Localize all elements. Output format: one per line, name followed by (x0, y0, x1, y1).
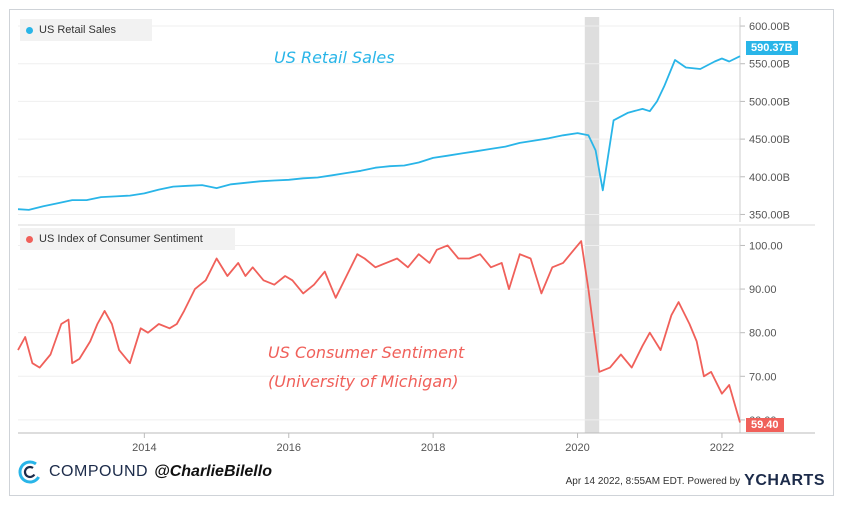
retail-y-tick-label: 550.00B (749, 59, 790, 71)
retail-last-value-badge: 590.37B (746, 41, 798, 55)
legend-dot-retail (26, 26, 33, 34)
x-tick-label: 2022 (710, 442, 734, 454)
chart-frame (9, 9, 834, 496)
retail-annotation: US Retail Sales (274, 48, 395, 67)
ycharts-logo: YCHARTS (744, 472, 825, 489)
legend-retail-sales: US Retail Sales (20, 19, 152, 41)
compound-logo: COMPOUND @CharlieBilello (17, 459, 272, 485)
retail-y-tick-label: 450.00B (749, 134, 790, 146)
sentiment-annotation-line1: US Consumer Sentiment (268, 343, 465, 362)
sentiment-y-tick-label: 70.00 (749, 371, 777, 383)
sentiment-y-tick-label: 80.00 (749, 328, 777, 340)
retail-y-tick-label: 600.00B (749, 21, 790, 33)
x-tick-label: 2018 (421, 442, 445, 454)
consumer-sentiment-line (17, 240, 741, 423)
x-tick-label: 2016 (277, 442, 301, 454)
retail-y-tick-label: 350.00B (749, 209, 790, 221)
sentiment-last-value-badge: 59.40 (746, 418, 784, 432)
legend-dot-sentiment (26, 235, 33, 243)
author-handle: @CharlieBilello (154, 463, 272, 480)
retail-y-tick-label: 400.00B (749, 172, 790, 184)
compound-c-icon (18, 460, 42, 484)
x-tick-label: 2014 (132, 442, 156, 454)
retail-y-tick-label: 500.00B (749, 96, 790, 108)
timestamp: Apr 14 2022, 8:55AM EDT. Powered by (565, 475, 741, 487)
x-tick-label: 2020 (565, 442, 589, 454)
sentiment-y-tick-label: 90.00 (749, 284, 777, 296)
retail-sales-line (17, 55, 741, 211)
sentiment-y-tick-label: 100.00 (749, 240, 783, 252)
legend-consumer-sentiment: US Index of Consumer Sentiment (20, 228, 235, 250)
source-footer: Apr 14 2022, 8:55AM EDT. Powered by YCHA… (566, 472, 825, 490)
sentiment-annotation-line2: (University of Michigan) (268, 372, 459, 391)
legend-label-sentiment: US Index of Consumer Sentiment (39, 233, 203, 245)
legend-label-retail: US Retail Sales (39, 24, 117, 36)
brand-name: COMPOUND (49, 463, 149, 480)
